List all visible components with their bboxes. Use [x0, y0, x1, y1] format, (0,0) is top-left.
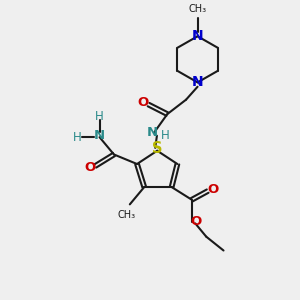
- Text: N: N: [192, 29, 203, 43]
- Text: H: H: [161, 129, 170, 142]
- Text: S: S: [152, 141, 163, 156]
- Text: CH₃: CH₃: [188, 4, 207, 14]
- Text: N: N: [94, 129, 105, 142]
- Text: O: O: [191, 215, 202, 228]
- Text: O: O: [84, 161, 96, 174]
- Text: O: O: [207, 183, 218, 196]
- Text: H: H: [73, 131, 81, 144]
- Text: H: H: [95, 110, 104, 123]
- Text: O: O: [137, 96, 148, 109]
- Text: N: N: [147, 126, 158, 139]
- Text: CH₃: CH₃: [118, 210, 136, 220]
- Text: N: N: [192, 75, 203, 89]
